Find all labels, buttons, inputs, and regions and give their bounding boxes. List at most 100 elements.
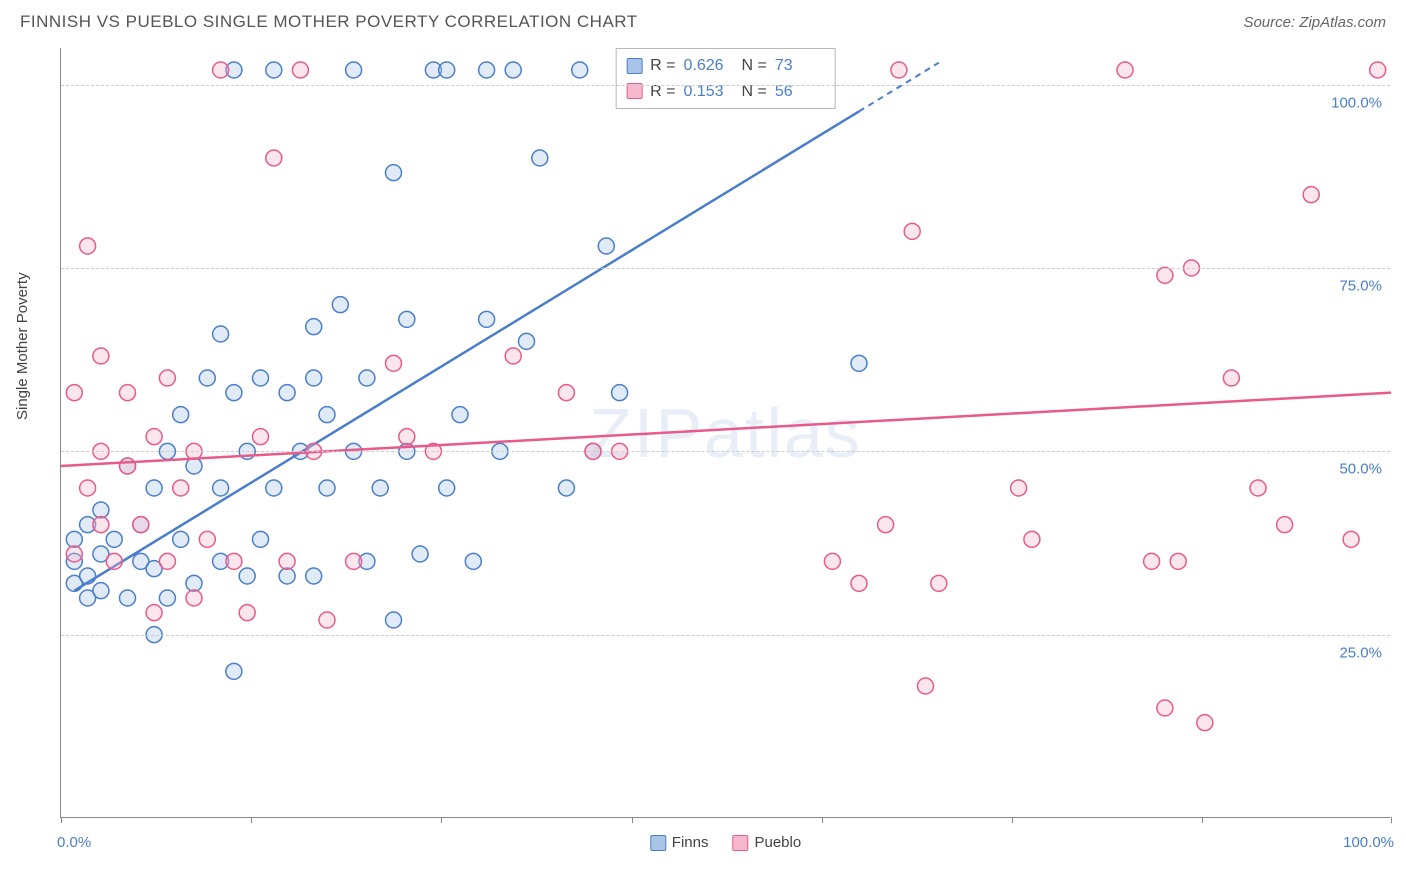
- data-point: [146, 429, 162, 445]
- data-point: [159, 370, 175, 386]
- data-point: [319, 612, 335, 628]
- xtick: [632, 817, 633, 823]
- data-point: [186, 590, 202, 606]
- gridline: [61, 268, 1390, 269]
- xtick: [1012, 817, 1013, 823]
- chart-title: FINNISH VS PUEBLO SINGLE MOTHER POVERTY …: [20, 12, 638, 32]
- data-point: [106, 553, 122, 569]
- data-point: [266, 62, 282, 78]
- data-point: [253, 370, 269, 386]
- data-point: [558, 480, 574, 496]
- gridline: [61, 451, 1390, 452]
- stats-box: R = 0.626 N = 73 R = 0.153 N = 56: [615, 48, 836, 109]
- data-point: [146, 480, 162, 496]
- data-point: [386, 355, 402, 371]
- data-point: [93, 517, 109, 533]
- data-point: [306, 319, 322, 335]
- data-point: [505, 348, 521, 364]
- data-point: [66, 385, 82, 401]
- stats-row-finns: R = 0.626 N = 73: [626, 53, 825, 79]
- data-point: [346, 62, 362, 78]
- data-point: [891, 62, 907, 78]
- data-point: [1157, 267, 1173, 283]
- data-point: [80, 480, 96, 496]
- stats-r-label: R =: [650, 79, 675, 105]
- data-point: [133, 517, 149, 533]
- data-point: [1223, 370, 1239, 386]
- chart-header: FINNISH VS PUEBLO SINGLE MOTHER POVERTY …: [0, 0, 1406, 40]
- data-point: [1117, 62, 1133, 78]
- data-point: [146, 605, 162, 621]
- data-point: [386, 165, 402, 181]
- legend-label: Finns: [672, 834, 709, 851]
- stats-r-label: R =: [650, 53, 675, 79]
- data-point: [239, 568, 255, 584]
- legend-label: Pueblo: [754, 834, 801, 851]
- data-point: [1197, 715, 1213, 731]
- stats-n-label: N =: [742, 79, 767, 105]
- data-point: [399, 429, 415, 445]
- data-point: [519, 333, 535, 349]
- data-point: [452, 407, 468, 423]
- data-point: [80, 238, 96, 254]
- data-point: [279, 385, 295, 401]
- data-point: [1170, 553, 1186, 569]
- stats-r-value: 0.153: [684, 79, 734, 105]
- data-point: [279, 568, 295, 584]
- data-point: [612, 385, 628, 401]
- data-point: [199, 370, 215, 386]
- data-point: [319, 407, 335, 423]
- ytick-label: 25.0%: [1339, 644, 1382, 661]
- chart-source: Source: ZipAtlas.com: [1243, 14, 1386, 31]
- data-point: [878, 517, 894, 533]
- data-point: [226, 385, 242, 401]
- chart-plot-area: ZIPatlas R = 0.626 N = 73 R = 0.153 N = …: [60, 48, 1390, 818]
- data-point: [931, 575, 947, 591]
- data-point: [479, 311, 495, 327]
- data-point: [93, 502, 109, 518]
- data-point: [120, 385, 136, 401]
- data-point: [199, 531, 215, 547]
- xtick: [1202, 817, 1203, 823]
- data-point: [505, 62, 521, 78]
- xtick: [251, 817, 252, 823]
- data-point: [1157, 700, 1173, 716]
- data-point: [824, 553, 840, 569]
- data-point: [226, 663, 242, 679]
- data-point: [479, 62, 495, 78]
- data-point: [213, 326, 229, 342]
- ytick-label: 50.0%: [1339, 461, 1382, 478]
- data-point: [173, 407, 189, 423]
- scatter-svg: [61, 48, 1390, 817]
- data-point: [66, 546, 82, 562]
- data-point: [239, 605, 255, 621]
- legend-item-pueblo: Pueblo: [732, 834, 801, 851]
- data-point: [465, 553, 481, 569]
- data-point: [532, 150, 548, 166]
- legend-item-finns: Finns: [650, 834, 709, 851]
- gridline: [61, 85, 1390, 86]
- data-point: [918, 678, 934, 694]
- data-point: [412, 546, 428, 562]
- gridline: [61, 635, 1390, 636]
- stats-swatch-finns: [626, 58, 642, 74]
- data-point: [173, 480, 189, 496]
- legend-swatch-finns: [650, 835, 666, 851]
- data-point: [386, 612, 402, 628]
- data-point: [439, 62, 455, 78]
- data-point: [598, 238, 614, 254]
- data-point: [558, 385, 574, 401]
- data-point: [173, 531, 189, 547]
- data-point: [213, 62, 229, 78]
- data-point: [186, 458, 202, 474]
- data-point: [1011, 480, 1027, 496]
- data-point: [253, 531, 269, 547]
- data-point: [266, 480, 282, 496]
- data-point: [253, 429, 269, 445]
- data-point: [226, 553, 242, 569]
- stats-n-label: N =: [742, 53, 767, 79]
- data-point: [346, 553, 362, 569]
- xtick-label-min: 0.0%: [57, 834, 91, 851]
- data-point: [93, 348, 109, 364]
- data-point: [279, 553, 295, 569]
